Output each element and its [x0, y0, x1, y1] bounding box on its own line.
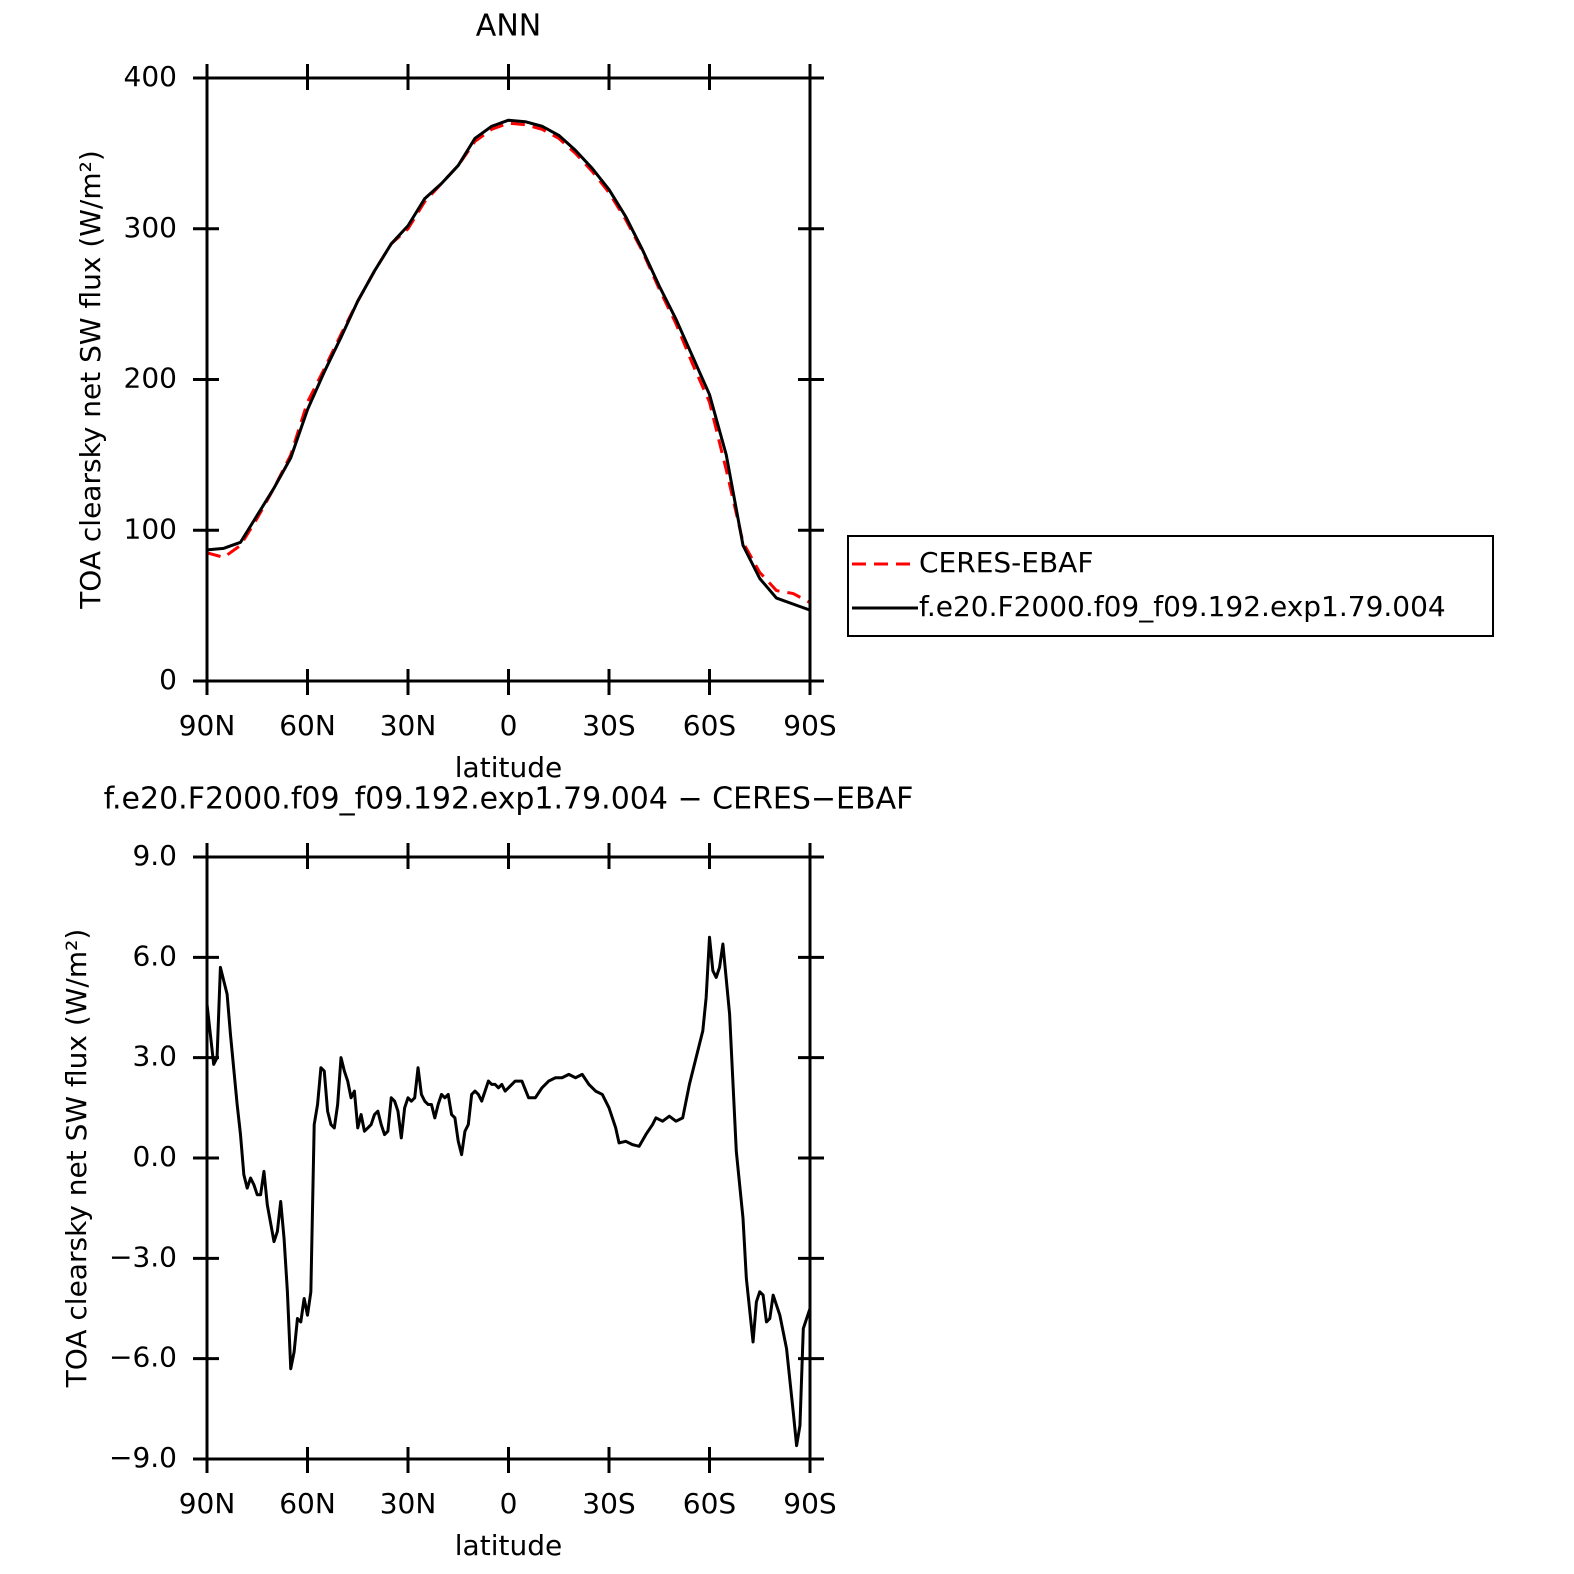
x-axis-label: latitude — [455, 751, 562, 784]
x-tick-label: 30S — [582, 1487, 635, 1520]
y-tick-label: 300 — [124, 211, 177, 244]
data-line — [206, 118, 811, 612]
chart-title: ANN — [476, 9, 541, 44]
y-tick-label: 0 — [159, 663, 177, 696]
y-axis-label: TOA clearsky net SW flux (W/m²) — [60, 929, 93, 1389]
x-tick-label: 30S — [582, 709, 635, 742]
y-tick-label: −3.0 — [109, 1240, 177, 1273]
x-tick-label: 90S — [783, 1487, 836, 1520]
y-tick-label: −6.0 — [109, 1341, 177, 1374]
y-tick-label: 9.0 — [132, 839, 177, 872]
x-tick-label: 30N — [380, 1487, 437, 1520]
y-tick-label: 6.0 — [132, 939, 177, 972]
legend-label: f.e20.F2000.f09_f09.192.exp1.79.004 — [919, 590, 1446, 623]
x-tick-label: 60S — [683, 709, 736, 742]
y-tick-label: 100 — [124, 512, 177, 545]
x-tick-label: 60N — [279, 1487, 336, 1520]
y-tick-label: 200 — [124, 362, 177, 395]
plot-frame — [205, 855, 812, 1461]
y-tick-label: −9.0 — [109, 1441, 177, 1474]
x-axis-label: latitude — [455, 1529, 562, 1562]
chart-title: f.e20.F2000.f09_f09.192.exp1.79.004 − CE… — [104, 782, 914, 817]
x-tick-label: 90N — [179, 709, 236, 742]
x-tick-label: 60N — [279, 709, 336, 742]
y-tick-label: 400 — [124, 60, 177, 93]
data-line — [206, 121, 811, 604]
y-tick-label: 0.0 — [132, 1140, 177, 1173]
data-line — [205, 935, 812, 1448]
y-axis-label: TOA clearsky net SW flux (W/m²) — [74, 150, 107, 610]
x-tick-label: 30N — [380, 709, 437, 742]
x-tick-label: 0 — [500, 709, 518, 742]
x-tick-label: 60S — [683, 1487, 736, 1520]
legend-box — [847, 535, 1494, 637]
y-tick-label: 3.0 — [132, 1040, 177, 1073]
plot-frame — [205, 76, 812, 683]
x-tick-label: 90S — [783, 709, 836, 742]
x-tick-label: 90N — [179, 1487, 236, 1520]
x-tick-label: 0 — [500, 1487, 518, 1520]
legend-label: CERES-EBAF — [919, 546, 1093, 579]
